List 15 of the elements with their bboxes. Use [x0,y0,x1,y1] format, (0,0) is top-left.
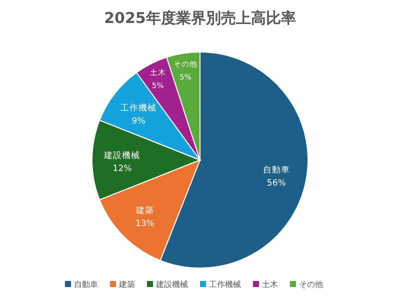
data-label: 56% [266,178,286,189]
chart-title: 2025年度業界別売上高比率 [104,9,296,27]
legend-label: 自動車 [74,280,98,289]
slice-label: 建築 [135,204,154,216]
slice-label: 建設機械 [103,150,140,161]
slice-label: 自動車 [262,164,290,176]
data-label: 9% [132,116,146,126]
data-label: 13% [136,218,154,229]
slice-label: 工作機械 [120,102,157,114]
legend-label: 工作機械 [209,280,241,289]
legend-label: 建設機械 [155,280,188,289]
legend-label: その他 [299,280,323,289]
legend-label: 建築 [118,280,135,289]
data-label: 12% [112,164,132,174]
legend-label: 土木 [262,280,278,289]
